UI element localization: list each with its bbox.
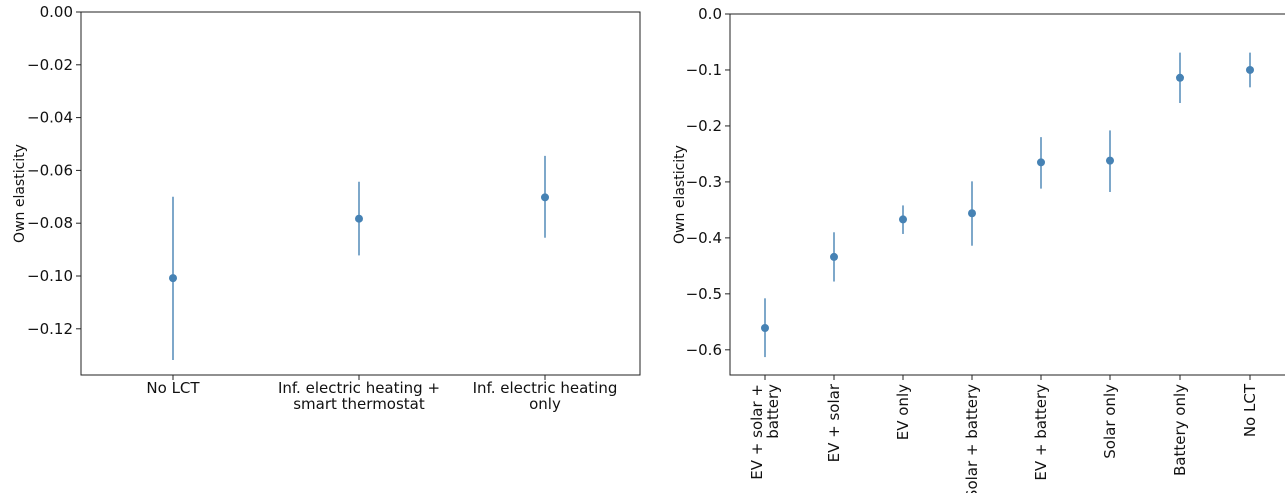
c2-xtick-label: No LCT — [1241, 383, 1259, 437]
c2-ytick-label: −0.3 — [686, 173, 722, 191]
c2-ytick-label: −0.5 — [686, 285, 722, 303]
c2-ylabel: Own elasticity — [672, 145, 688, 244]
c1-ytick-label: −0.10 — [27, 267, 73, 285]
c1-xtick-label: smart thermostat — [293, 395, 425, 413]
c2-ytick-label: −0.1 — [686, 61, 722, 79]
c1-data-point — [355, 214, 363, 223]
c2-ytick-label: −0.2 — [686, 117, 722, 135]
c1-ytick-label: −0.08 — [27, 214, 73, 232]
c1-ytick-label: 0.00 — [40, 3, 73, 21]
c2-xtick-label: EV + solar — [825, 383, 843, 462]
c2-ytick-label: −0.6 — [686, 341, 722, 359]
c2-data-point — [1176, 73, 1184, 82]
c1-ytick-label: −0.04 — [27, 109, 73, 127]
c2-data-point — [1037, 158, 1045, 167]
c2-xtick-label: Solar only — [1101, 384, 1119, 459]
c2-xtick-label: Battery only — [1171, 384, 1189, 476]
c1-xtick-label: Inf. electric heating + — [278, 379, 440, 397]
c1-xtick-label: Inf. electric heating — [473, 379, 618, 397]
c1-data-point — [169, 274, 177, 283]
c1-data-point — [541, 193, 549, 202]
c2-xtick-label: EV + solar + — [748, 384, 766, 480]
c2-xtick-label: battery — [764, 384, 782, 439]
c2-data-point — [761, 323, 769, 332]
c2-plot-frame — [729, 13, 1285, 376]
c1-plot-frame — [80, 11, 641, 376]
c2-data-point — [830, 252, 838, 261]
c2-ytick-label: 0.0 — [698, 5, 722, 23]
c2-data-point — [899, 215, 907, 224]
c1-ytick-label: −0.02 — [27, 56, 73, 74]
c2-data-point — [1246, 65, 1254, 74]
c1-ylabel: Own elasticity — [12, 144, 28, 243]
c1-xtick-label: No LCT — [146, 379, 200, 397]
c2-data-point — [1106, 156, 1114, 165]
c2-xtick-label: EV + battery — [1032, 384, 1050, 481]
c1-ytick-label: −0.12 — [27, 320, 73, 338]
c2-xtick-label: Solar + battery — [963, 384, 981, 493]
c2-ytick-label: −0.4 — [686, 229, 722, 247]
c1-xtick-label: only — [529, 395, 561, 413]
c2-xtick-label: EV only — [894, 384, 912, 440]
c1-ytick-label: −0.06 — [27, 161, 73, 179]
c2-data-point — [968, 209, 976, 218]
